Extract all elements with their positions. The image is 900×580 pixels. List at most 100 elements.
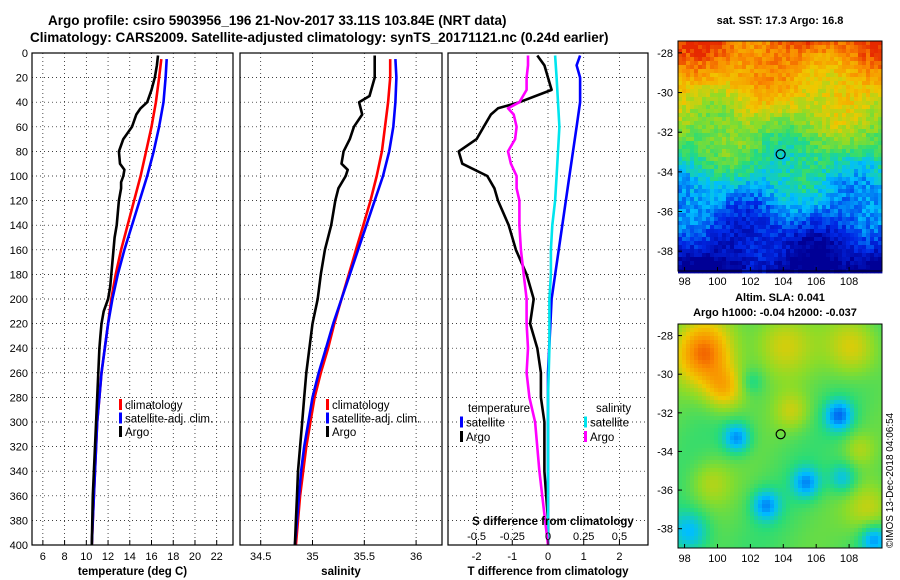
map-cell	[814, 412, 819, 417]
map-cell	[758, 45, 763, 50]
map-cell	[690, 456, 695, 461]
map-cell	[694, 440, 699, 445]
map-cell	[818, 444, 823, 449]
map-cell	[846, 384, 851, 389]
map-cell	[862, 241, 867, 246]
map-cell	[846, 396, 851, 401]
map-cell	[778, 416, 783, 421]
map-cell	[854, 336, 859, 341]
map-cell	[702, 41, 707, 46]
map-cell	[826, 364, 831, 369]
panel-difference: -2 -1 0 1 2T difference from climatologytemp…	[447, 52, 649, 578]
map-cell	[754, 237, 759, 242]
map-cell	[834, 400, 839, 405]
map-cell	[754, 201, 759, 206]
map-cell	[798, 69, 803, 74]
map-cell	[830, 69, 835, 74]
map-cell	[802, 217, 807, 222]
map-cell	[822, 149, 827, 154]
map-cell	[742, 404, 747, 409]
map-cell	[738, 336, 743, 341]
map-cell	[786, 392, 791, 397]
series-line-t-satellite	[546, 55, 582, 545]
map-cell	[730, 213, 735, 218]
map-cell	[754, 464, 759, 469]
map-cell	[722, 101, 727, 106]
map-cell	[834, 149, 839, 154]
map-cell	[798, 81, 803, 86]
map-cell	[834, 133, 839, 138]
map-cell	[778, 340, 783, 345]
map-cell	[718, 117, 723, 122]
map-cell	[798, 432, 803, 437]
map-cell	[754, 221, 759, 226]
map-cell	[762, 352, 767, 357]
map-cell	[866, 157, 871, 162]
map-cell	[826, 109, 831, 114]
map-cell	[778, 137, 783, 142]
map-cell	[750, 400, 755, 405]
map-cell	[766, 41, 771, 46]
map-cell	[734, 257, 739, 262]
map-cell	[878, 41, 883, 46]
map-cell	[774, 352, 779, 357]
map-cell	[830, 109, 835, 114]
map-cell	[750, 205, 755, 210]
map-cell	[734, 205, 739, 210]
map-cell	[698, 229, 703, 234]
map-cell	[862, 181, 867, 186]
map-cell	[822, 464, 827, 469]
y-tick-label: 0	[22, 48, 28, 60]
map-cell	[718, 424, 723, 429]
map-cell	[722, 384, 727, 389]
map-cell	[698, 77, 703, 82]
map-cell	[762, 460, 767, 465]
map-cell	[694, 81, 699, 86]
map-cell	[706, 109, 711, 114]
map-cell	[862, 380, 867, 385]
map-cell	[730, 101, 735, 106]
map-cell	[782, 452, 787, 457]
map-cell	[814, 408, 819, 413]
map-cell	[750, 181, 755, 186]
map-cell	[798, 261, 803, 266]
map-cell	[790, 456, 795, 461]
map-cell	[718, 344, 723, 349]
map-cell	[794, 376, 799, 381]
map-cell	[818, 257, 823, 262]
map-cell	[782, 420, 787, 425]
map-cell	[818, 65, 823, 70]
map-cell	[830, 352, 835, 357]
map-cell	[758, 65, 763, 70]
map-cell	[838, 265, 843, 270]
map-cell	[826, 257, 831, 262]
map-cell	[806, 364, 811, 369]
map-cell	[778, 113, 783, 118]
map-cell	[830, 237, 835, 242]
map-cell	[690, 360, 695, 365]
map-cell	[826, 225, 831, 230]
map-cell	[778, 197, 783, 202]
map-cell	[678, 436, 683, 441]
map-cell	[730, 57, 735, 62]
map-cell	[726, 217, 731, 222]
map-cell	[750, 396, 755, 401]
map-cell	[838, 105, 843, 110]
map-cell	[738, 97, 743, 102]
map-cell	[686, 265, 691, 270]
map-cell	[714, 101, 719, 106]
map-cell	[858, 193, 863, 198]
map-cell	[786, 89, 791, 94]
map-cell	[826, 73, 831, 78]
map-cell	[870, 49, 875, 54]
map-cell	[734, 57, 739, 62]
map-cell	[842, 460, 847, 465]
map-cell	[846, 364, 851, 369]
map-cell	[774, 257, 779, 262]
map-cell	[822, 117, 827, 122]
map-cell	[866, 229, 871, 234]
map-cell	[826, 129, 831, 134]
map-cell	[714, 153, 719, 158]
map-cell	[738, 45, 743, 50]
map-cell	[694, 213, 699, 218]
